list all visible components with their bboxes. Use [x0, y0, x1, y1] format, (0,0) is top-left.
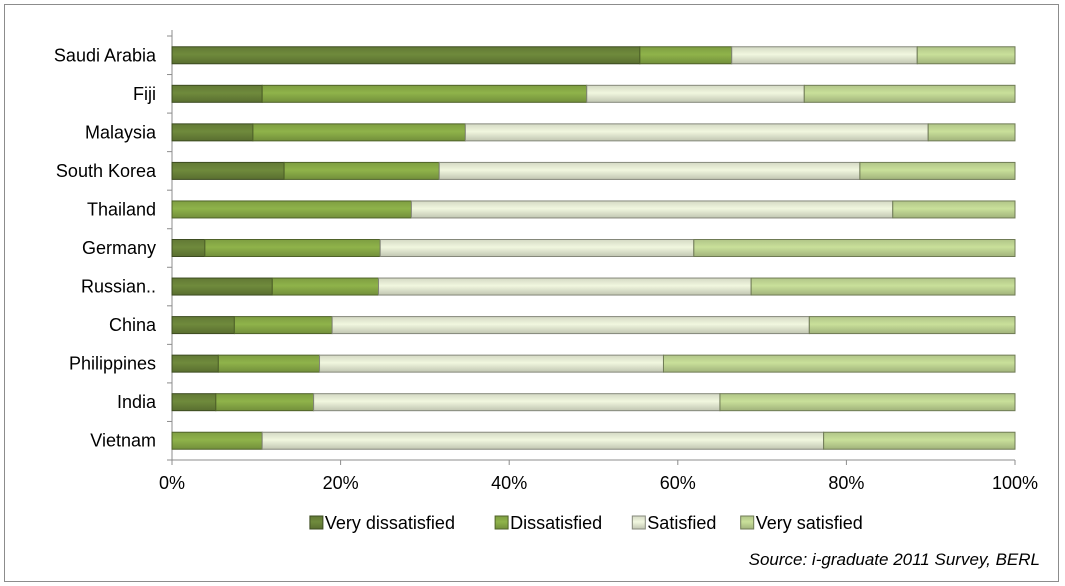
legend-swatch — [494, 515, 509, 530]
category-label: China — [109, 315, 157, 335]
category-label: Fiji — [133, 84, 156, 104]
bar-segment — [171, 46, 641, 65]
bar-segment — [379, 239, 695, 257]
bar-segment — [171, 161, 285, 180]
legend-label: Satisfied — [647, 513, 716, 533]
bar-segment — [927, 123, 1016, 142]
bar-segment — [410, 200, 894, 219]
bar-segment — [750, 277, 1016, 296]
bar-segment — [313, 393, 721, 412]
category-label: Vietnam — [90, 431, 156, 451]
x-tick-label: 100% — [992, 473, 1038, 493]
category-label: South Korea — [56, 161, 157, 181]
bar-segment — [171, 277, 273, 296]
bar-segment — [378, 277, 752, 296]
bar-segment — [438, 161, 861, 180]
legend-label: Very dissatisfied — [325, 513, 455, 533]
bar-segment — [586, 84, 805, 103]
bar-segment — [823, 431, 1016, 450]
bar-segment — [171, 84, 263, 103]
bar-segment — [662, 354, 1016, 373]
legend-swatch — [631, 515, 646, 530]
bar-segment — [331, 316, 810, 335]
legend-label: Very satisfied — [756, 513, 863, 533]
category-label: Russian.. — [81, 277, 156, 297]
bar-segment — [892, 200, 1016, 219]
category-label: India — [117, 392, 157, 412]
bar-segment — [319, 354, 664, 373]
bar-segment — [252, 123, 466, 142]
x-tick-label: 0% — [159, 473, 185, 493]
bar-segment — [639, 46, 733, 65]
bar-segment — [283, 161, 440, 180]
bar-segment — [171, 123, 254, 142]
bar-segment — [233, 316, 333, 335]
category-label: Malaysia — [85, 122, 157, 142]
legend-label: Dissatisfied — [510, 513, 602, 533]
bar-segment — [171, 200, 412, 219]
bar-segment — [731, 46, 918, 65]
x-tick-label: 20% — [323, 473, 359, 493]
category-label: Thailand — [87, 199, 156, 219]
bar-segment — [215, 393, 315, 412]
bar-segment — [171, 431, 263, 450]
bar-segment — [171, 354, 219, 373]
legend-swatch — [309, 515, 324, 530]
bar-segment — [217, 354, 321, 373]
bar-segment — [803, 84, 1016, 103]
category-label: Germany — [82, 238, 156, 258]
x-tick-label: 80% — [828, 473, 864, 493]
bar-segment — [693, 239, 1016, 257]
bar-segment — [719, 393, 1016, 412]
bar-segment — [261, 84, 588, 103]
bar-segment — [261, 431, 825, 450]
source-note: Source: i-graduate 2011 Survey, BERL — [749, 550, 1040, 569]
category-label: Saudi Arabia — [54, 45, 157, 65]
bar-segment — [204, 239, 381, 257]
bar-segment — [808, 316, 1016, 335]
bar-segment — [171, 393, 217, 412]
x-tick-label: 60% — [660, 473, 696, 493]
bar-segment — [916, 46, 1016, 65]
category-label: Philippines — [69, 354, 156, 374]
bar-segment — [464, 123, 929, 142]
bar-segment — [271, 277, 380, 296]
legend-swatch — [740, 515, 755, 530]
bar-segment — [859, 161, 1016, 180]
bar-segment — [171, 316, 235, 335]
x-tick-label: 40% — [491, 473, 527, 493]
bar-segment — [171, 239, 206, 257]
